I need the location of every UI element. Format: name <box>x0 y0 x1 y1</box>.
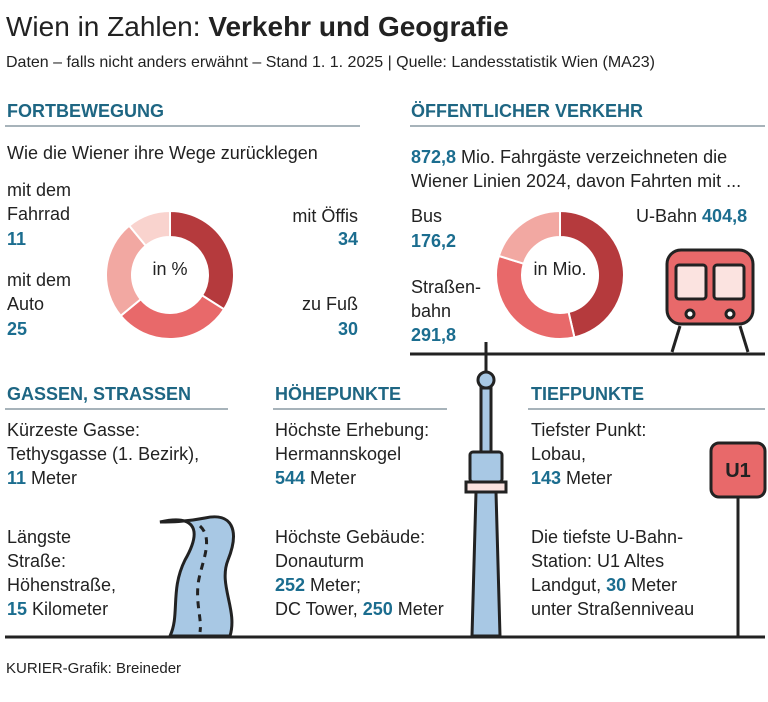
paragraph: Höchste Erhebung: Hermannskogel 544 Mete… <box>275 418 429 490</box>
title-part: Wien in Zahlen: <box>6 11 209 42</box>
road-icon <box>159 515 235 638</box>
center-label: in Mio. <box>533 259 587 279</box>
title-part: Verkehr und Geografie <box>208 11 509 42</box>
value-label: 404,8 <box>702 206 748 226</box>
tram-rail <box>738 325 750 353</box>
text-run: Mio. Fahrgäste verzeichneten die Wiener … <box>411 147 742 191</box>
paragraph: Höchste Gebäude: Donauturm 252 Meter; DC… <box>275 525 444 621</box>
road <box>159 515 235 638</box>
road-line <box>196 524 209 633</box>
paragraph: Längste Straße: Höhenstraße, 15 Kilomete… <box>7 525 116 621</box>
text-run: 544 <box>275 468 306 488</box>
section-header: FORTBEWEGUNG <box>7 101 164 121</box>
pie-slice <box>169 209 235 311</box>
tower-pod <box>468 450 504 484</box>
text-run: 11 <box>7 468 27 488</box>
paragraph: Tiefster Punkt: Lobau, 143 Meter <box>531 418 646 490</box>
value-label: 176,2 <box>411 231 457 251</box>
pie-slice <box>119 293 226 340</box>
text-run: 15 <box>7 599 28 619</box>
text-run: Kilometer <box>27 599 109 619</box>
legend-label: mit Öffis <box>292 206 358 226</box>
text-run: 250 <box>362 599 393 619</box>
intro: 872,8 Mio. Fahrgäste verzeichneten die W… <box>411 145 741 193</box>
tower-ball <box>476 370 496 390</box>
section-header: ÖFFENTLICHER VERKEHR <box>411 101 644 121</box>
legend-label: zu Fuß <box>301 294 358 314</box>
sign-text: U1 <box>725 460 751 482</box>
tram-rail <box>670 325 682 353</box>
legend-label: Straßen­bahn <box>411 277 482 321</box>
text-run: Längste Straße: Höhenstraße, <box>7 527 117 595</box>
text-run: Tiefster Punkt: Lobau, <box>531 420 647 464</box>
tower-shaft <box>479 386 493 454</box>
tower-base <box>470 490 502 638</box>
chart-title: Wie die Wiener ihre Wege zurücklegen <box>7 143 318 163</box>
pie-slice <box>559 209 625 339</box>
value-label: 30 <box>337 319 358 339</box>
subtitle: Daten – falls nicht anders erwähnt – Sta… <box>6 54 655 71</box>
text-run: Meter; DC Tower, <box>275 575 362 619</box>
value-label: 34 <box>337 229 358 249</box>
legend-label: mit dem Fahrrad <box>7 180 72 224</box>
section-header: GASSEN, STRASSEN <box>7 384 192 404</box>
text-run: 30 <box>606 575 627 595</box>
tram-icon <box>665 248 755 353</box>
text-run: Höchste Erhebung: Hermannskogel <box>275 420 430 464</box>
section-header: TIEFPUNKTE <box>531 384 645 404</box>
paragraph: Kürzeste Gasse: Tethysgasse (1. Bezirk),… <box>7 418 199 490</box>
text-run: Meter <box>561 468 613 488</box>
pie-slice <box>127 209 171 248</box>
tram-window <box>674 263 708 301</box>
text-run: Die tiefste U-Bahn- Station: U1 Altes La… <box>531 527 684 595</box>
legend-text: U-Bahn <box>636 206 698 226</box>
tower-icon <box>464 342 508 638</box>
pie-slice <box>495 254 576 340</box>
title: Wien in Zahlen: Verkehr und Geografie <box>6 10 509 44</box>
pie-slice <box>497 209 561 265</box>
paragraph: Die tiefste U-Bahn- Station: U1 Altes La… <box>531 525 694 621</box>
tram-light <box>724 308 736 320</box>
legend-label: Bus <box>411 206 443 226</box>
text-run: 143 <box>531 468 562 488</box>
tram-light <box>684 308 696 320</box>
rules <box>5 125 765 639</box>
text-run: 872,8 <box>411 147 457 167</box>
center-label: in % <box>152 259 188 279</box>
legend-label: U-Bahn 404,8 <box>636 204 747 228</box>
text-run: Meter <box>26 468 78 488</box>
text-run: 252 <box>275 575 306 595</box>
value-label: 11 <box>7 229 27 249</box>
legend-label: mit dem Auto <box>7 270 72 314</box>
text-run: Meter <box>392 599 444 619</box>
text-run: Meter <box>305 468 357 488</box>
text-run: Höchste Gebäude: Donauturm <box>275 527 426 571</box>
value-label: 291,8 <box>411 325 457 345</box>
value-label: 25 <box>7 319 28 339</box>
text-run: Meter unter Straßenniveau <box>531 575 695 619</box>
sign-plate <box>709 441 767 499</box>
footer: KURIER-Grafik: Breineder <box>6 660 182 677</box>
text-run: Kürzeste Gasse: Tethysgasse (1. Bezirk), <box>7 420 200 464</box>
tram-window <box>712 263 746 301</box>
section-header: HÖHEPUNKTE <box>275 384 402 404</box>
sign-icon: U1 <box>709 441 767 636</box>
